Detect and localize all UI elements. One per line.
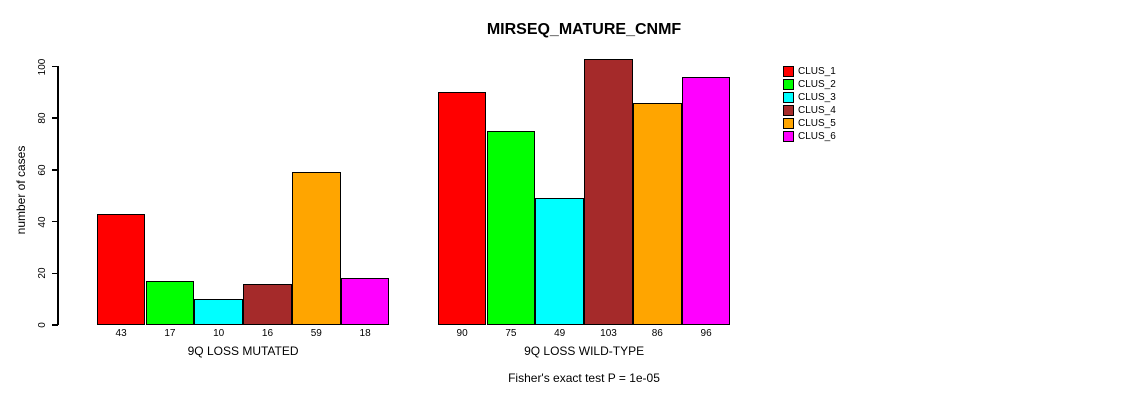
y-tick-label: 40 [37,216,48,228]
bar-clus_3-group2 [535,198,585,325]
y-tick-label: 100 [37,58,48,75]
bar-value-label: 18 [359,328,371,339]
bar-clus_3-group1 [194,299,244,325]
bar-value-label: 86 [651,328,663,339]
bar-value-label: 10 [213,328,225,339]
bar-value-label: 75 [505,328,517,339]
y-tick-mark [52,117,58,119]
bar-clus_1-group1 [96,213,146,325]
bar-clus_5-group2 [632,102,682,325]
legend-label-clus_2: CLUS_2 [798,79,836,90]
y-tick-mark [52,220,58,223]
legend-label-clus_1: CLUS_1 [798,66,836,77]
group-label-2: 9Q LOSS WILD-TYPE [524,344,645,358]
legend-swatch-clus_6 [783,131,794,142]
legend-label-clus_5: CLUS_5 [798,118,836,129]
group-label-1: 9Q LOSS MUTATED [187,344,299,358]
bar-clus_5-group1 [291,172,341,325]
y-tick-label: 20 [37,267,48,279]
bar-clus_4-group1 [243,283,292,325]
bar-clus_6-group2 [681,76,731,325]
legend-swatch-clus_5 [783,118,794,129]
bar-clus_6-group1 [340,278,390,325]
bar-clus_2-group1 [145,281,195,325]
bar-value-label: 17 [164,328,176,339]
bar-clus_2-group2 [486,131,536,325]
fisher-test-annotation: Fisher's exact test P = 1e-05 [508,371,660,385]
y-tick-label: 80 [37,112,48,124]
legend-swatch-clus_3 [783,92,794,103]
bar-value-label: 90 [456,328,468,339]
legend-label-clus_4: CLUS_4 [798,105,836,116]
y-tick-label: 0 [37,322,48,328]
bar-value-label: 103 [600,328,617,339]
legend-swatch-clus_2 [783,79,794,90]
bar-value-label: 16 [261,328,274,339]
chart-title: MIRSEQ_MATURE_CNMF [486,21,682,38]
y-tick-mark [52,65,58,68]
bar-clus_1-group2 [437,92,487,325]
y-tick-label: 60 [37,164,48,176]
bar-clus_4-group2 [584,58,633,325]
legend-label-clus_6: CLUS_6 [798,131,836,142]
y-tick-mark [52,169,58,171]
legend-swatch-clus_4 [783,105,794,116]
bar-value-label: 59 [310,328,322,339]
bar-value-label: 96 [700,328,712,339]
y-tick-mark [52,324,58,326]
bar-value-label: 49 [554,328,566,339]
y-axis-line [57,66,59,325]
bar-value-label: 43 [115,328,127,339]
y-axis-title: number of cases [14,145,28,235]
legend-label-clus_3: CLUS_3 [798,92,836,103]
y-tick-mark [52,272,58,275]
legend-swatch-clus_1 [783,66,794,77]
